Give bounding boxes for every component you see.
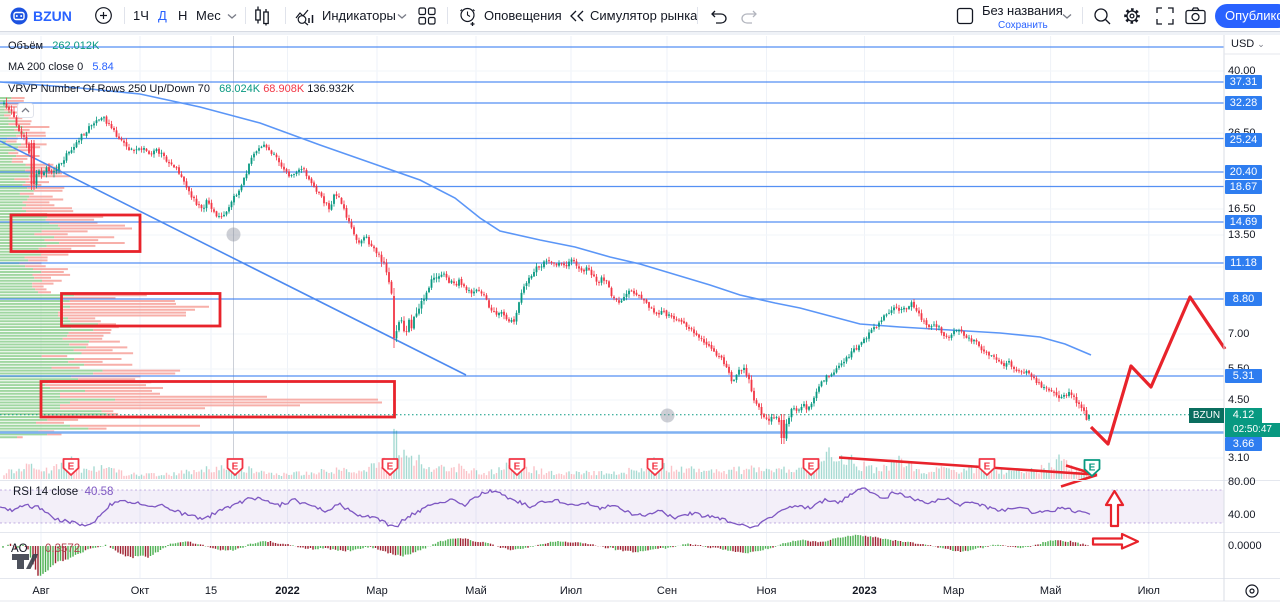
svg-text:E: E (808, 462, 815, 473)
svg-text:E: E (514, 462, 521, 473)
svg-text:E: E (68, 462, 75, 473)
svg-text:E: E (387, 462, 394, 473)
svg-text:E: E (652, 462, 659, 473)
svg-text:E: E (1089, 463, 1096, 474)
svg-text:E: E (984, 462, 991, 473)
svg-text:E: E (232, 462, 239, 473)
